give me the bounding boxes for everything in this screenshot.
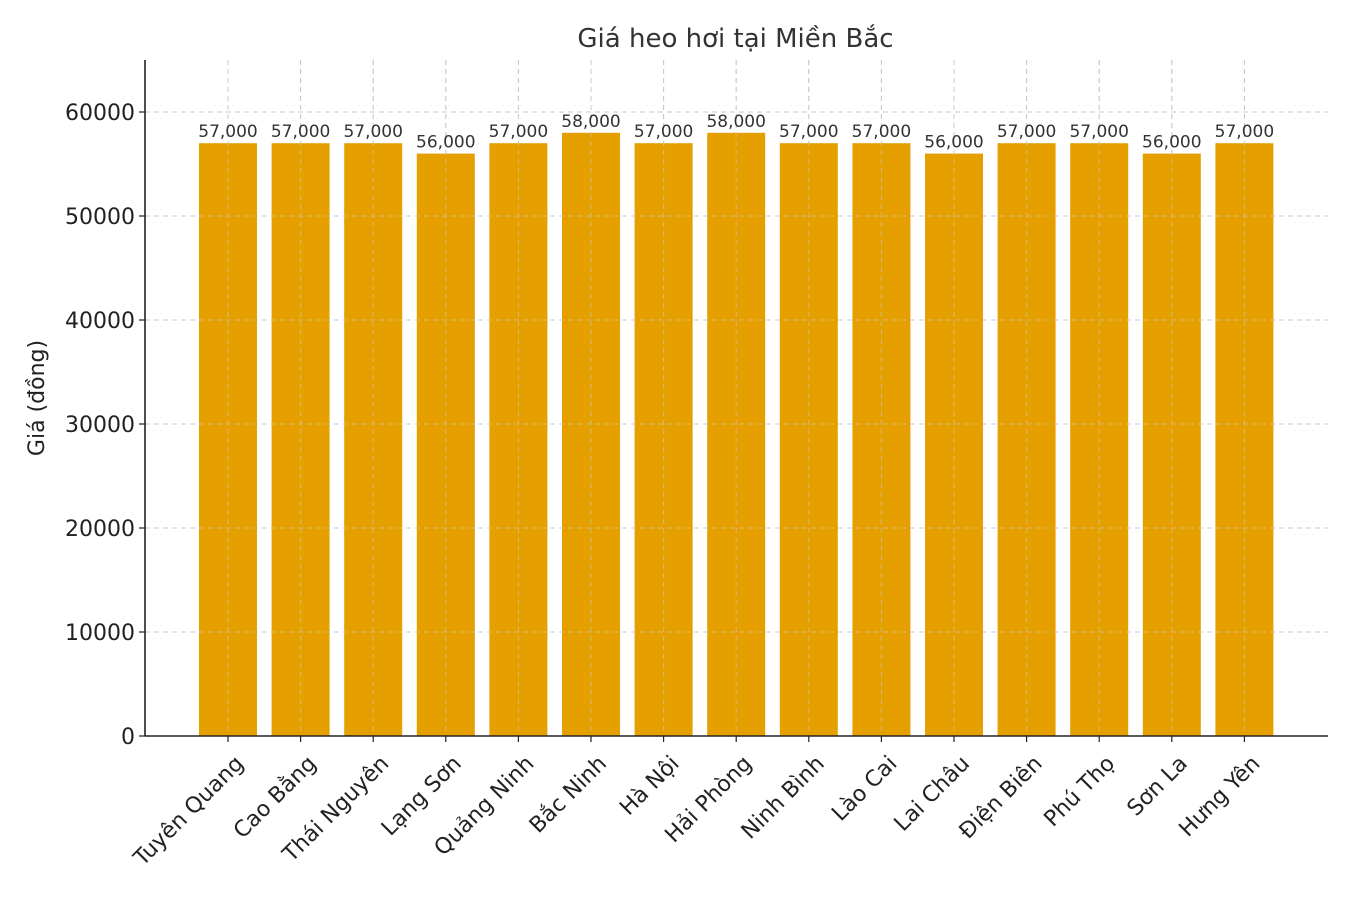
- x-tick-label: Phú Thọ: [1040, 751, 1121, 832]
- bar-value-label: 57,000: [343, 122, 402, 142]
- x-tick-label: Sơn La: [1123, 751, 1193, 821]
- bar-value-label: 56,000: [416, 133, 475, 153]
- bar-value-label: 57,000: [997, 122, 1056, 142]
- y-tick-label: 0: [121, 725, 135, 750]
- y-tick-label: 40000: [65, 309, 135, 334]
- bar-value-label: 57,000: [271, 122, 330, 142]
- y-tick-label: 30000: [65, 413, 135, 438]
- bar-value-label: 58,000: [706, 112, 765, 132]
- x-tick-label: Bắc Ninh: [525, 751, 612, 838]
- bar-value-label: 57,000: [1069, 122, 1128, 142]
- bar-value-label: 57,000: [1215, 122, 1274, 142]
- grid-overlay: [145, 60, 1328, 736]
- bar-value-label: 57,000: [634, 122, 693, 142]
- y-axis-title: Giá (đồng): [25, 340, 50, 456]
- bar-value-label: 56,000: [1142, 133, 1201, 153]
- y-ticks-layer: 0 10000 20000 30000 40000 50000 60000: [65, 101, 145, 750]
- y-tick-label: 60000: [65, 101, 135, 126]
- y-tick-label: 20000: [65, 517, 135, 542]
- bar-value-label: 57,000: [779, 122, 838, 142]
- chart-title: Giá heo hơi tại Miền Bắc: [577, 23, 893, 54]
- bar-value-label: 57,000: [852, 122, 911, 142]
- bar-value-label: 58,000: [561, 112, 620, 132]
- bar-value-label: 57,000: [489, 122, 548, 142]
- y-tick-label: 50000: [65, 205, 135, 230]
- bars-layer: [145, 60, 1328, 737]
- bar-value-label: 56,000: [924, 133, 983, 153]
- x-tick-label: Hà Nội: [615, 751, 684, 820]
- x-tick-label: Tuyên Quang: [129, 751, 249, 871]
- y-tick-label: 10000: [65, 621, 135, 646]
- data-labels-layer: 57,000 57,000 57,000 56,000 57,000 58,000 57,0…: [198, 112, 1274, 153]
- bar-value-label: 57,000: [198, 122, 257, 142]
- x-tick-label: Lào Cai: [827, 751, 902, 826]
